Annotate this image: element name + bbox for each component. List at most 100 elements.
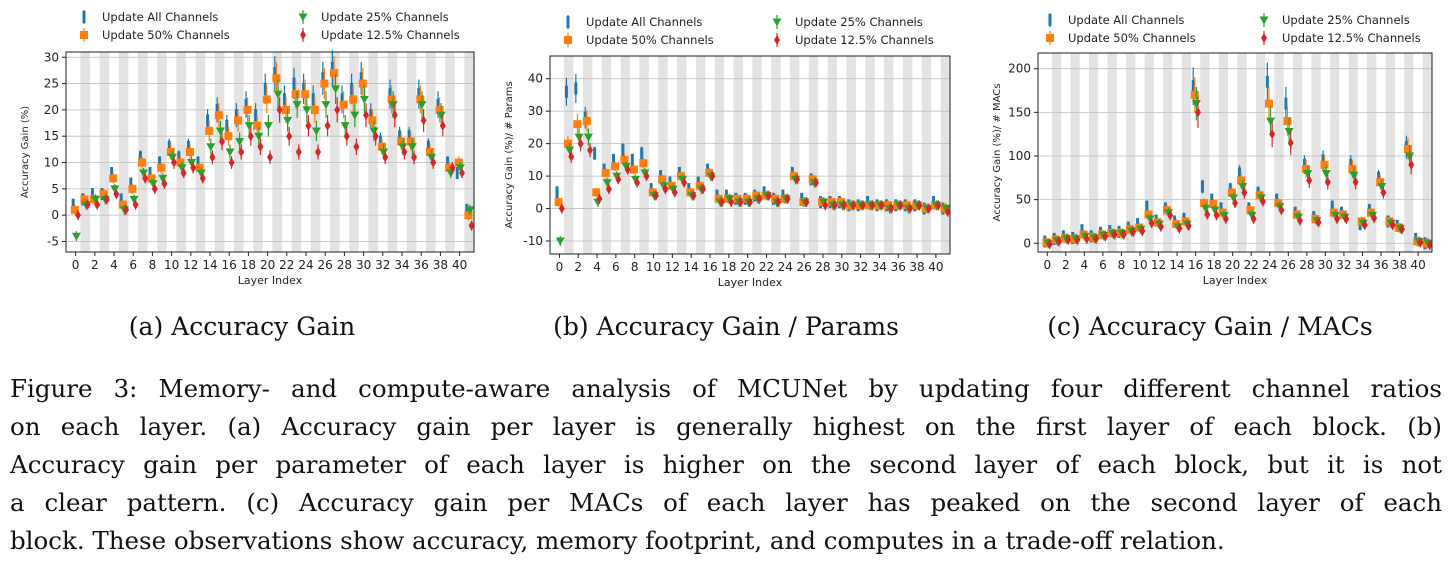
plot-frame [65, 51, 475, 253]
data-marker [577, 138, 584, 149]
data-marker [71, 198, 75, 211]
data-marker [301, 90, 310, 99]
shade-band [582, 56, 593, 254]
data-marker [315, 147, 321, 157]
data-marker [1250, 213, 1257, 224]
data-marker [215, 127, 225, 136]
data-marker [94, 199, 101, 210]
caption-line: on each layer. (a) Accuracy gain per lay… [10, 412, 1442, 441]
data-marker [321, 101, 331, 110]
data-marker [574, 82, 578, 95]
data-marker [205, 126, 214, 135]
legend-label: Update 25% Channels [321, 10, 449, 24]
x-tick-label: 38 [1392, 258, 1407, 272]
legend: Update All Channels Update 50% Channels Up… [564, 15, 934, 47]
data-marker [812, 177, 819, 188]
x-tick-label: 32 [853, 260, 868, 274]
data-marker [1302, 158, 1306, 171]
data-marker [416, 95, 425, 104]
data-marker [640, 169, 650, 178]
x-tick-label: 34 [872, 260, 887, 274]
legend-label: Update All Channels [586, 15, 702, 29]
data-marker [897, 200, 904, 211]
x-tick-label: 36 [414, 258, 429, 272]
data-marker [1405, 152, 1415, 161]
data-marker [1139, 226, 1146, 237]
x-tick-label: 38 [909, 260, 924, 274]
data-marker [1130, 226, 1137, 237]
data-marker [148, 180, 158, 189]
data-marker [643, 171, 650, 182]
data-marker [1284, 128, 1294, 137]
data-marker [1232, 198, 1239, 209]
data-marker [244, 98, 248, 111]
data-marker [382, 152, 389, 163]
x-tick-label: 18 [1207, 258, 1222, 272]
data-marker [224, 132, 233, 141]
y-tick-label: 100 [1008, 149, 1031, 163]
data-marker [90, 188, 94, 201]
data-marker [907, 203, 914, 214]
data-marker [234, 109, 238, 122]
series-3 [75, 97, 475, 231]
data-marker [1302, 165, 1311, 174]
data-marker [138, 151, 142, 164]
data-marker [611, 153, 615, 166]
data-marker [391, 110, 398, 121]
shade-band [406, 52, 417, 252]
data-marker [1256, 194, 1266, 203]
data-marker [84, 199, 91, 210]
data-marker [196, 169, 206, 178]
shade-band [368, 52, 378, 252]
x-axis-label: Layer Index [718, 276, 783, 289]
x-tick-label: 0 [556, 260, 564, 274]
data-marker [555, 237, 565, 246]
data-marker [1209, 199, 1218, 208]
data-marker [171, 157, 177, 168]
data-marker [1238, 167, 1242, 180]
shade-band [1348, 53, 1358, 252]
shade-band [827, 56, 838, 254]
data-marker [151, 183, 158, 194]
data-marker [177, 151, 181, 164]
data-marker [254, 132, 264, 141]
x-tick-label: 14 [684, 260, 699, 274]
y-tick-label: 20 [44, 103, 59, 117]
data-marker [430, 157, 437, 168]
x-tick-label: 6 [1099, 258, 1107, 272]
subcaption-b: (b) Accuracy Gain / Params [553, 312, 899, 341]
x-tick-label: 38 [433, 258, 448, 272]
data-marker [1210, 206, 1220, 215]
data-marker [1065, 234, 1072, 245]
data-marker [737, 197, 744, 208]
data-marker [587, 145, 594, 156]
shade-band [1200, 53, 1210, 252]
data-marker [1241, 187, 1248, 198]
shade-band [1126, 53, 1136, 252]
x-tick-label: 18 [721, 260, 736, 274]
data-marker [1315, 217, 1322, 228]
shade-band [771, 56, 781, 254]
data-marker [320, 79, 329, 88]
data-marker [455, 167, 459, 180]
data-marker [407, 130, 411, 143]
data-marker [298, 13, 308, 22]
data-marker [1200, 199, 1209, 208]
data-marker [1320, 160, 1329, 169]
y-axis: -5 0 5 10 15 20 25 30 [44, 50, 66, 248]
data-marker [426, 148, 434, 156]
x-tick-label: 18 [241, 258, 256, 272]
data-marker [398, 130, 402, 143]
data-marker [420, 115, 427, 126]
y-tick-label: -5 [47, 234, 59, 248]
x-tick-label: 8 [1118, 258, 1126, 272]
x-tick-label: 40 [1410, 258, 1425, 272]
x-tick-label: 6 [129, 258, 137, 272]
data-marker [1269, 129, 1276, 140]
data-marker [302, 106, 312, 115]
data-marker [228, 157, 235, 168]
x-tick-label: 10 [646, 260, 661, 274]
data-marker [634, 177, 641, 188]
data-marker [166, 148, 175, 156]
data-marker [621, 144, 625, 157]
